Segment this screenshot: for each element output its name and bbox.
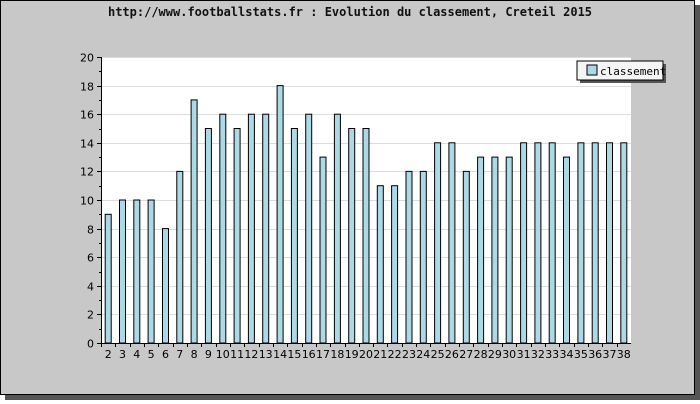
x-tick-label-28: 28 — [474, 348, 488, 361]
bar-8 — [190, 99, 198, 344]
bar-24 — [419, 170, 427, 344]
axes-group — [97, 57, 631, 347]
x-tick-label-15: 15 — [287, 348, 301, 361]
y-tick-label-2: 2 — [87, 309, 94, 322]
x-tick-label-8: 8 — [191, 348, 198, 361]
bar-5 — [147, 199, 155, 344]
x-tick-label-18: 18 — [330, 348, 344, 361]
legend-label: classement — [600, 65, 666, 78]
x-tick-label-33: 33 — [545, 348, 559, 361]
bar-35 — [577, 142, 585, 344]
y-tick-label-10: 10 — [80, 195, 94, 208]
x-tick-label-29: 29 — [488, 348, 502, 361]
bar-2 — [104, 213, 112, 344]
x-tick-label-30: 30 — [502, 348, 516, 361]
bar-16 — [305, 113, 313, 344]
x-tick-label-38: 38 — [617, 348, 631, 361]
chart-title: http://www.footballstats.fr : Evolution … — [108, 5, 592, 19]
x-tick-label-35: 35 — [574, 348, 588, 361]
x-tick-label-31: 31 — [517, 348, 531, 361]
bar-11 — [233, 128, 241, 344]
x-tick-label-26: 26 — [445, 348, 459, 361]
x-tick-label-12: 12 — [244, 348, 258, 361]
x-tick-label-5: 5 — [148, 348, 155, 361]
bar-29 — [491, 156, 499, 344]
x-tick-label-20: 20 — [359, 348, 373, 361]
x-tick-label-16: 16 — [302, 348, 316, 361]
bar-20 — [362, 128, 370, 344]
bar-10 — [219, 113, 227, 344]
y-tick-label-4: 4 — [87, 281, 94, 294]
bar-27 — [462, 170, 470, 344]
bar-9 — [204, 128, 212, 344]
legend: classement — [576, 60, 666, 83]
bar-36 — [591, 142, 599, 344]
x-tick-label-4: 4 — [133, 348, 140, 361]
y-tick-label-20: 20 — [80, 52, 94, 65]
bar-37 — [606, 142, 613, 344]
y-tick-label-18: 18 — [80, 81, 94, 94]
bar-28 — [477, 156, 485, 344]
x-tick-label-14: 14 — [273, 348, 287, 361]
y-tick-label-8: 8 — [87, 224, 94, 237]
bar-23 — [405, 170, 413, 344]
y-tick-label-6: 6 — [87, 252, 94, 265]
x-tick-label-23: 23 — [402, 348, 416, 361]
x-tick-label-2: 2 — [105, 348, 112, 361]
bar-6 — [162, 228, 169, 344]
x-tick-label-32: 32 — [531, 348, 545, 361]
bar-15 — [290, 128, 298, 344]
x-tick-label-34: 34 — [560, 348, 574, 361]
bar-12 — [247, 113, 255, 344]
bar-34 — [563, 156, 570, 344]
x-tick-label-37: 37 — [603, 348, 617, 361]
x-tick-label-10: 10 — [216, 348, 230, 361]
bar-32 — [534, 142, 542, 344]
x-tick-label-13: 13 — [259, 348, 273, 361]
bar-4 — [133, 199, 141, 344]
x-tick-label-25: 25 — [431, 348, 445, 361]
bar-38 — [620, 142, 628, 344]
x-tick-labels: 2 3 4 5 6 7 8 9 10 11 12 13 14 15 16 17 18 19 20 21 22 23 24 25… — [101, 343, 631, 361]
bar-30 — [505, 156, 513, 344]
legend-swatch — [586, 64, 598, 76]
bar-31 — [520, 142, 528, 344]
bar-22 — [391, 185, 399, 344]
y-tick-label-0: 0 — [87, 338, 94, 351]
x-tick-label-6: 6 — [162, 348, 169, 361]
bar-26 — [448, 142, 456, 344]
y-tick-label-14: 14 — [80, 138, 94, 151]
outer-shadow-right — [695, 5, 700, 400]
outer-shadow-bottom — [5, 395, 700, 400]
x-tick-label-7: 7 — [176, 348, 183, 361]
bar-3 — [119, 199, 126, 344]
bar-18 — [333, 113, 341, 344]
bar-21 — [376, 185, 384, 344]
x-tick-label-22: 22 — [388, 348, 402, 361]
x-tick-label-11: 11 — [230, 348, 244, 361]
y-tick-label-12: 12 — [80, 166, 94, 179]
x-tick-label-21: 21 — [373, 348, 387, 361]
bar-19 — [348, 128, 356, 344]
y-tick-label-16: 16 — [80, 109, 94, 122]
x-tick-label-19: 19 — [345, 348, 359, 361]
bar-14 — [276, 85, 284, 344]
y-tick-labels: 0 2 4 6 8 10 12 14 16 18 20 — [80, 52, 101, 351]
bar-13 — [262, 113, 270, 344]
bar-25 — [434, 142, 442, 344]
x-tick-label-3: 3 — [119, 348, 126, 361]
x-tick-label-24: 24 — [416, 348, 430, 361]
bar-17 — [319, 156, 327, 344]
x-tick-label-27: 27 — [459, 348, 473, 361]
legend-box — [576, 60, 664, 81]
bar-33 — [548, 142, 556, 344]
x-tick-label-17: 17 — [316, 348, 330, 361]
x-tick-label-9: 9 — [205, 348, 212, 361]
bar-7 — [176, 170, 184, 344]
x-tick-label-36: 36 — [588, 348, 602, 361]
